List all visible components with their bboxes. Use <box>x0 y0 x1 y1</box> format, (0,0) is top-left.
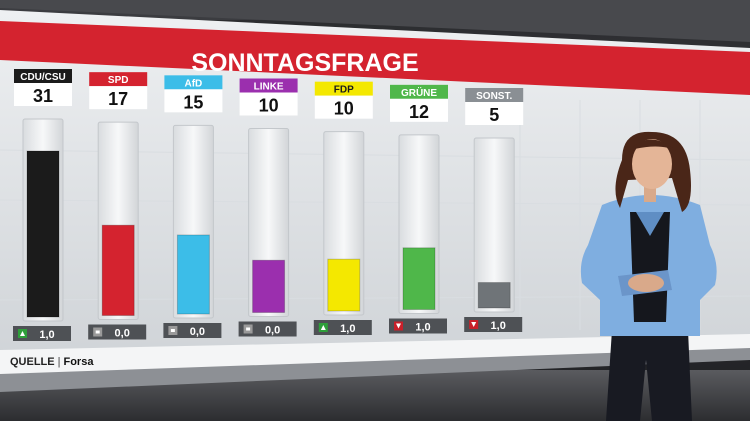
party-label-box <box>164 75 223 90</box>
change-arrow-glyph <box>396 323 401 329</box>
party-value: 17 <box>108 89 128 109</box>
party-label-box <box>465 88 524 102</box>
source-bar <box>0 334 750 374</box>
bar-tube <box>473 137 515 313</box>
party-value: 5 <box>489 105 499 125</box>
party-label-afd: AfD <box>185 78 203 89</box>
change-value: 0,0 <box>265 325 280 337</box>
value-box <box>390 98 448 122</box>
change-badge <box>464 317 523 332</box>
party-label-grüne: GRÜNE <box>401 86 437 99</box>
bar-sonst <box>477 282 511 309</box>
value-box <box>465 102 524 125</box>
change-badge <box>88 324 147 340</box>
change-value: 1,0 <box>415 322 430 334</box>
party-label-linke: LINKE <box>254 82 284 93</box>
party-label-sonst: SONST. <box>476 91 512 102</box>
change-arrow-glyph <box>320 325 326 330</box>
chart-title: SONNTAGSFRAGE <box>191 49 418 77</box>
change-badge <box>238 321 297 337</box>
source-name: Forsa <box>63 356 94 368</box>
wall-top-frame <box>0 0 750 42</box>
party-column: SONST. 5 1,0 <box>464 88 524 332</box>
party-column: CDU/CSU 31 1,0 <box>13 69 72 341</box>
value-box <box>89 86 148 110</box>
change-badge <box>163 323 222 338</box>
party-label-cducsu: CDU/CSU <box>20 72 66 83</box>
bar-afd <box>176 234 210 315</box>
source-credit: QUELLE | Forsa <box>10 356 93 368</box>
change-value: 0,0 <box>115 328 130 340</box>
change-arrow-glyph <box>246 327 251 331</box>
bar-linke <box>252 259 286 314</box>
change-value: 1,0 <box>491 320 506 332</box>
change-value: 0,0 <box>190 326 205 338</box>
value-box <box>314 95 373 119</box>
party-label-box <box>390 84 448 99</box>
title-banner <box>0 21 750 95</box>
change-value: 1,0 <box>39 329 54 341</box>
change-arrow-glyph <box>170 329 175 332</box>
party-value: 15 <box>183 92 203 112</box>
change-arrow-glyph <box>471 322 477 327</box>
value-box <box>239 92 298 116</box>
source-label: QUELLE <box>10 356 55 368</box>
bar-fdp <box>327 258 361 312</box>
party-value: 12 <box>409 102 429 122</box>
party-column: FDP 10 1,0 <box>313 81 373 335</box>
value-box <box>14 83 72 106</box>
source-separator: | <box>57 356 61 368</box>
party-label-box <box>314 81 373 96</box>
party-value: 10 <box>334 99 354 119</box>
bar-spd <box>101 224 135 317</box>
change-arrow-glyph <box>95 330 100 334</box>
change-value: 1,0 <box>340 323 355 335</box>
party-label-box <box>239 78 298 93</box>
presenter <box>580 131 717 421</box>
party-label-spd: SPD <box>108 75 129 86</box>
change-arrow-glyph <box>20 331 25 336</box>
bar-cducsu <box>26 150 60 318</box>
party-label-box <box>89 72 148 87</box>
party-label-box <box>14 69 72 83</box>
party-value: 10 <box>259 96 279 116</box>
change-badge <box>389 318 447 334</box>
party-column: LINKE 10 0,0 <box>238 78 298 337</box>
party-column: GRÜNE 12 1,0 <box>389 84 448 334</box>
party-value: 31 <box>33 86 53 106</box>
party-label-fdp: FDP <box>334 85 354 96</box>
value-box <box>164 89 223 113</box>
party-column: SPD 17 0,0 <box>88 72 148 340</box>
bar-grüne <box>402 247 436 311</box>
change-badge <box>13 326 71 341</box>
change-badge <box>313 320 372 335</box>
party-column: AfD 15 0,0 <box>163 75 223 338</box>
